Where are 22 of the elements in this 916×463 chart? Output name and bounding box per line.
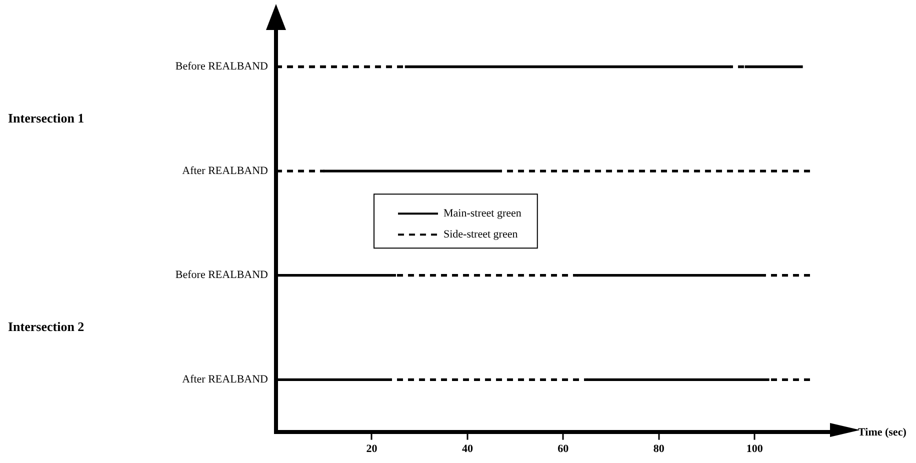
x-tick-label: 80 xyxy=(653,443,665,456)
x-axis-title: Time (sec) xyxy=(858,426,907,439)
bar xyxy=(390,378,588,381)
y-tick-label: Before REALBAND xyxy=(175,60,268,73)
bar xyxy=(744,65,803,68)
y-tick-label: After REALBAND xyxy=(182,374,268,386)
text: Intersection 2 xyxy=(8,318,84,334)
x-tick-label: 20 xyxy=(366,443,378,456)
bar xyxy=(276,170,324,172)
bar xyxy=(577,274,765,277)
text: Intersection 1 xyxy=(8,110,84,126)
y-tick-label: After REALBAND xyxy=(182,164,268,177)
legend-label: Main-street green xyxy=(444,208,522,220)
y-tick-label: Before REALBAND xyxy=(175,269,268,282)
x-tick-label: 40 xyxy=(462,443,474,456)
bar xyxy=(404,65,732,68)
bar xyxy=(395,274,578,277)
x-tick-label: 60 xyxy=(558,443,570,456)
legend-label: Side-street green xyxy=(444,228,518,241)
bar xyxy=(586,378,770,381)
bar xyxy=(324,170,502,172)
x-tick-label: 100 xyxy=(746,443,764,456)
